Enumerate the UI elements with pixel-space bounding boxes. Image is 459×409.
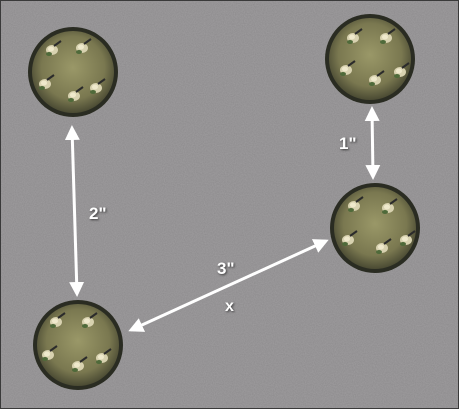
distance-label-3in: 3": [217, 259, 235, 278]
arrow-2in: [64, 125, 85, 297]
distance-label-1in: 1": [339, 134, 357, 153]
arrow-3in: [128, 239, 329, 332]
base-middle-right[interactable]: [330, 183, 420, 273]
base-top-right[interactable]: [325, 14, 415, 104]
base-bottom-left[interactable]: [33, 300, 123, 390]
arrow-1in: [364, 106, 381, 180]
base-top-left[interactable]: [28, 27, 118, 117]
distance-label-x: x: [225, 298, 234, 315]
distance-label-2in: 2": [89, 204, 107, 223]
